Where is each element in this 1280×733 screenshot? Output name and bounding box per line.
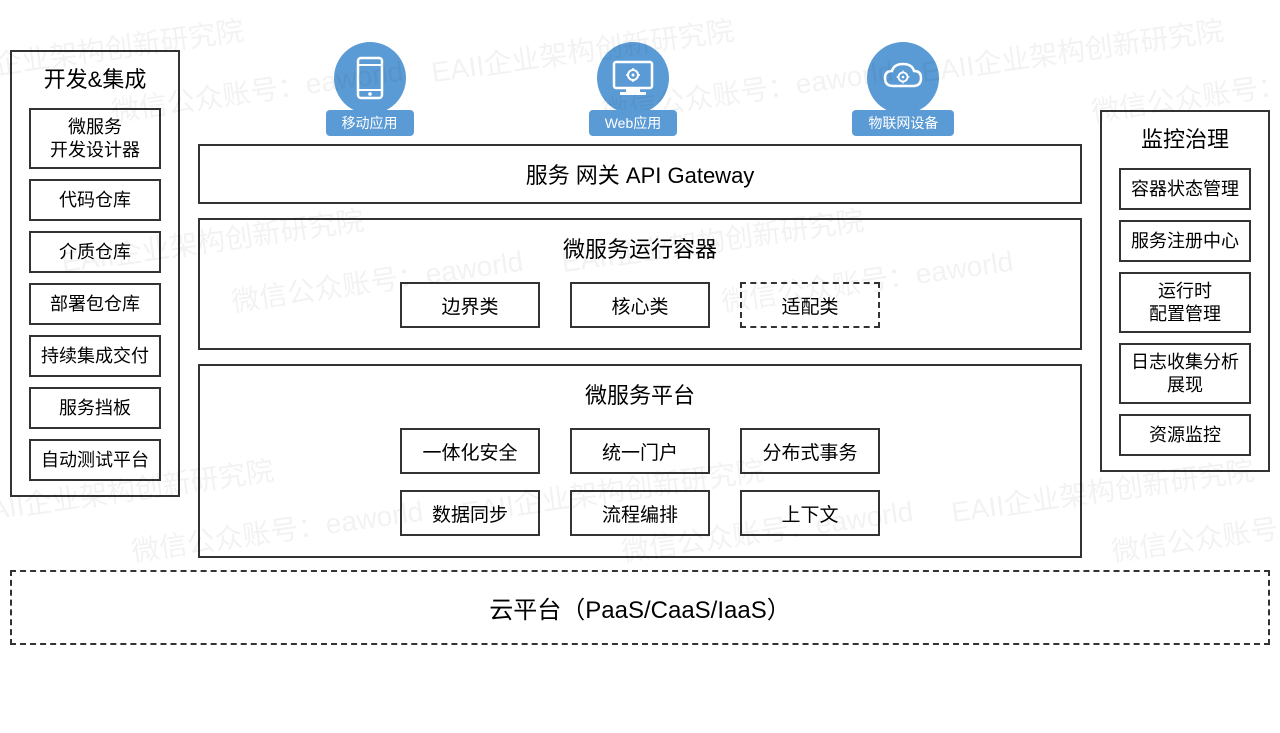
platform-dist-tx: 分布式事务 [740, 428, 880, 474]
platform-row1: 一体化安全 统一门户 分布式事务 [400, 428, 880, 474]
item-microservice-designer: 微服务开发设计器 [29, 108, 161, 169]
iot-icon-item: 物联网设备 [852, 42, 954, 136]
runtime-adapter: 适配类 [740, 282, 880, 328]
client-icons-row: 移动应用 Web应用 [198, 42, 1082, 136]
runtime-core: 核心类 [570, 282, 710, 328]
api-gateway-title: 服务 网关 API Gateway [526, 158, 755, 190]
iot-icon [867, 42, 939, 114]
item-auto-test: 自动测试平台 [29, 439, 161, 481]
platform-workflow: 流程编排 [570, 490, 710, 536]
platform-title: 微服务平台 [585, 378, 695, 410]
item-code-repo: 代码仓库 [29, 179, 161, 221]
platform-portal: 统一门户 [570, 428, 710, 474]
right-column-monitoring: 监控治理 容器状态管理 服务注册中心 运行时配置管理 日志收集分析展现 资源监控 [1100, 110, 1270, 472]
center-column: 移动应用 Web应用 [198, 50, 1082, 558]
platform-row2: 数据同步 流程编排 上下文 [400, 490, 880, 536]
runtime-container-panel: 微服务运行容器 边界类 核心类 适配类 [198, 218, 1082, 350]
platform-data-sync: 数据同步 [400, 490, 540, 536]
platform-context: 上下文 [740, 490, 880, 536]
main-row: 开发&集成 微服务开发设计器 代码仓库 介质仓库 部署包仓库 持续集成交付 服务… [10, 50, 1270, 558]
item-ci-cd: 持续集成交付 [29, 335, 161, 377]
item-media-repo: 介质仓库 [29, 231, 161, 273]
item-container-state: 容器状态管理 [1119, 168, 1251, 210]
iot-icon-label: 物联网设备 [852, 110, 954, 136]
item-deploy-repo: 部署包仓库 [29, 283, 161, 325]
mobile-icon-label: 移动应用 [326, 110, 414, 136]
mobile-icon [334, 42, 406, 114]
cloud-platform-box: 云平台（PaaS/CaaS/IaaS） [10, 570, 1270, 645]
web-icon-label: Web应用 [589, 110, 678, 136]
microservice-platform-panel: 微服务平台 一体化安全 统一门户 分布式事务 数据同步 流程编排 上下文 [198, 364, 1082, 558]
item-service-registry: 服务注册中心 [1119, 220, 1251, 262]
runtime-boundary: 边界类 [400, 282, 540, 328]
platform-security: 一体化安全 [400, 428, 540, 474]
runtime-title: 微服务运行容器 [563, 232, 717, 264]
item-runtime-config: 运行时配置管理 [1119, 272, 1251, 333]
api-gateway-panel: 服务 网关 API Gateway [198, 144, 1082, 204]
item-log-collect: 日志收集分析展现 [1119, 343, 1251, 404]
runtime-items-row: 边界类 核心类 适配类 [400, 282, 880, 328]
web-icon [597, 42, 669, 114]
left-column-title: 开发&集成 [44, 62, 147, 94]
right-column-title: 监控治理 [1141, 122, 1229, 154]
item-resource-monitor: 资源监控 [1119, 414, 1251, 456]
mobile-app-icon-item: 移动应用 [326, 42, 414, 136]
left-column-dev-integration: 开发&集成 微服务开发设计器 代码仓库 介质仓库 部署包仓库 持续集成交付 服务… [10, 50, 180, 497]
item-service-mock: 服务挡板 [29, 387, 161, 429]
web-app-icon-item: Web应用 [589, 42, 678, 136]
